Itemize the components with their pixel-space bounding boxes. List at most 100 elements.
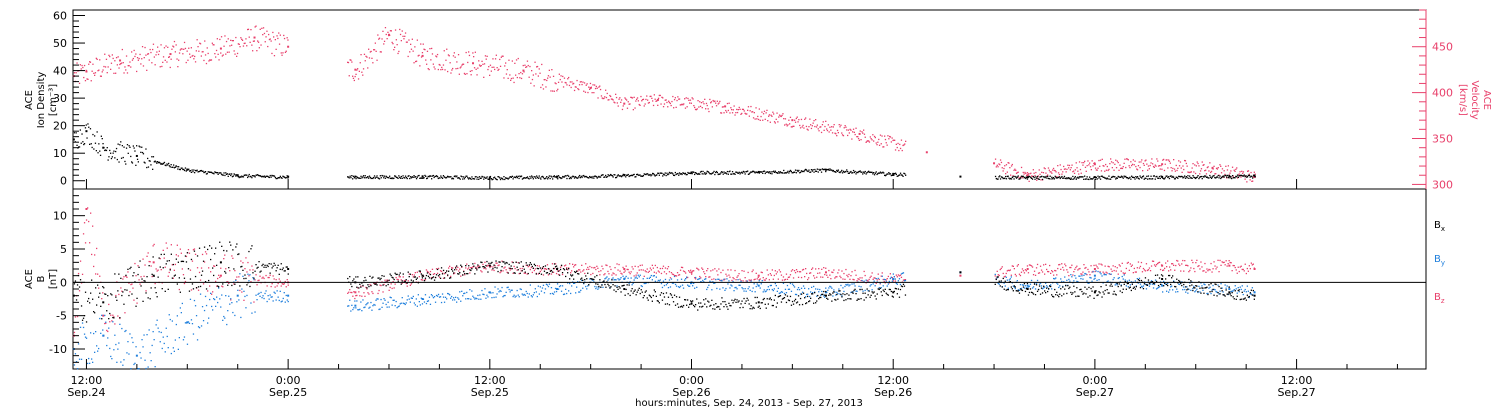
series-dot-by <box>823 295 825 297</box>
series-dot-ion-density <box>688 172 690 174</box>
series-dot-velocity <box>855 127 857 129</box>
series-dot-bx <box>235 246 237 248</box>
series-dot-velocity <box>1199 173 1201 175</box>
series-dot-ion-density <box>1005 178 1008 180</box>
series-dot-bz <box>220 267 222 269</box>
series-dot-by <box>535 291 537 293</box>
series-dot-ion-density <box>684 173 686 175</box>
series-dot-ion-density <box>115 150 117 153</box>
series-dot-velocity <box>195 50 197 52</box>
series-dot-bz <box>681 266 684 269</box>
series-dot-ion-density <box>431 178 433 180</box>
series-dot-bz <box>204 251 207 253</box>
series-dot-bz <box>999 268 1001 271</box>
series-dot-bx <box>248 250 250 253</box>
series-dot-velocity <box>1126 158 1128 160</box>
series-dot-velocity <box>650 95 652 97</box>
series-dot-ion-density <box>681 173 683 176</box>
series-point-bz <box>1093 268 1096 270</box>
series-dot-ion-density <box>747 170 749 172</box>
series-dot-bz <box>680 266 683 268</box>
series-dot-ion-density <box>592 175 594 178</box>
series-dot-velocity <box>141 58 143 60</box>
series-dot-velocity <box>260 44 262 46</box>
series-dot-by <box>235 279 237 282</box>
series-dot-by <box>879 282 881 284</box>
series-dot-ion-density <box>994 175 997 178</box>
series-dot-ion-density <box>570 177 572 180</box>
series-dot-ion-density <box>905 174 907 176</box>
series-dot-ion-density <box>177 168 179 170</box>
series-dot-by <box>808 288 810 290</box>
series-dot-bz <box>1068 275 1070 277</box>
series-point-velocity <box>85 70 88 73</box>
series-dot-bx <box>75 299 78 301</box>
series-dot-velocity <box>1089 166 1092 168</box>
series-dot-by <box>1087 282 1089 284</box>
series-dot-bz <box>509 269 511 271</box>
series-dot-bx <box>108 318 110 320</box>
series-dot-bz <box>99 275 101 277</box>
series-dot-by <box>1105 274 1107 276</box>
series-dot-bx <box>416 277 418 279</box>
series-dot-bz <box>594 266 596 269</box>
series-dot-ion-density <box>1210 176 1212 178</box>
series-dot-by <box>722 287 724 289</box>
series-dot-by <box>402 302 404 304</box>
series-dot-bz <box>131 283 133 285</box>
series-dot-bz <box>1145 263 1148 265</box>
series-dot-velocity <box>602 97 604 100</box>
series-dot-by <box>1225 287 1227 289</box>
series-dot-by <box>1091 280 1093 282</box>
series-dot-velocity <box>547 77 549 79</box>
series-dot-ion-density <box>1182 177 1184 179</box>
series-dot-by <box>461 290 463 292</box>
series-dot-velocity <box>214 53 216 55</box>
series-dot-velocity <box>1215 173 1217 175</box>
series-dot-bz <box>501 260 503 262</box>
series-dot-velocity <box>226 51 229 53</box>
series-dot-by <box>1014 287 1016 290</box>
series-dot-velocity <box>523 71 525 73</box>
series-dot-by <box>1210 292 1212 295</box>
series-dot-bz <box>240 260 242 262</box>
series-dot-bz <box>824 273 826 276</box>
series-dot-ion-density <box>869 171 871 173</box>
series-dot-ion-density <box>549 177 551 180</box>
series-dot-velocity <box>1004 165 1006 167</box>
series-dot-bx <box>388 279 390 281</box>
series-dot-velocity <box>1007 162 1009 164</box>
series-dot-velocity <box>1106 165 1108 168</box>
series-dot-velocity <box>408 39 410 41</box>
series-dot-bz <box>241 291 243 293</box>
series-dot-ion-density <box>541 176 543 178</box>
series-dot-by <box>205 304 208 307</box>
series-dot-velocity <box>1127 159 1129 161</box>
series-dot-bx <box>496 267 498 269</box>
series-dot-bz <box>1026 265 1029 267</box>
series-dot-velocity <box>1112 162 1114 164</box>
series-dot-velocity <box>1052 169 1054 171</box>
series-dot-by <box>679 285 682 287</box>
series-dot-ion-density <box>1024 176 1026 178</box>
series-dot-bx <box>274 264 276 266</box>
series-dot-ion-density <box>193 169 195 171</box>
series-dot-bz <box>895 274 897 276</box>
series-dot-by <box>1039 282 1042 284</box>
series-dot-ion-density <box>615 176 618 179</box>
series-dot-ion-density <box>1063 177 1065 179</box>
series-dot-by <box>627 277 629 279</box>
series-dot-ion-density <box>706 170 708 172</box>
series-dot-ion-density <box>443 176 445 178</box>
series-dot-ion-density <box>106 147 108 149</box>
series-dot-ion-density <box>767 171 769 173</box>
series-dot-by <box>246 294 248 297</box>
series-dot-velocity <box>204 54 207 56</box>
series-dot-ion-density <box>1010 177 1012 180</box>
series-dot-velocity <box>1084 166 1087 168</box>
series-dot-by <box>903 280 906 282</box>
series-dot-bz <box>1149 270 1152 272</box>
series-dot-bz <box>858 278 860 281</box>
series-dot-ion-density <box>1000 176 1003 178</box>
series-dot-velocity <box>778 114 781 116</box>
